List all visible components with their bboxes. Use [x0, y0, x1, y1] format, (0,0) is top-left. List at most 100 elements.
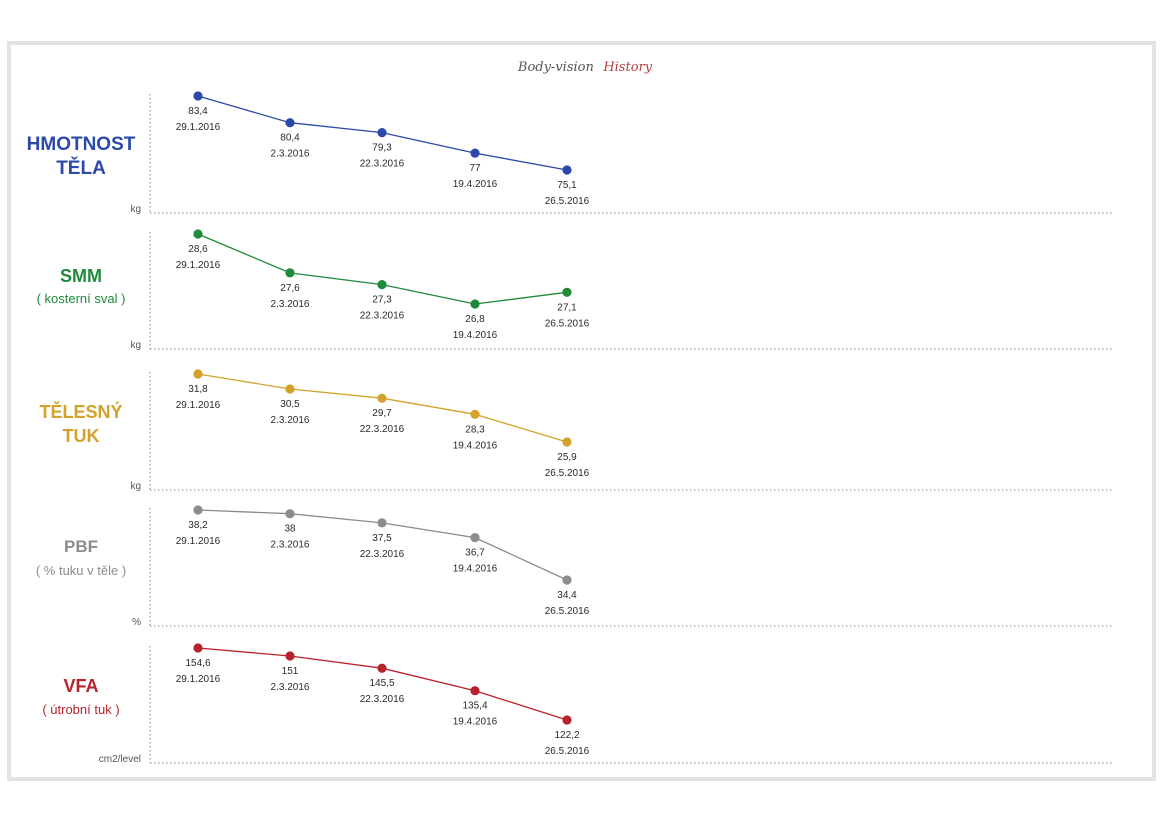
value-label: 77: [469, 163, 481, 174]
panel-smm: kg SMM ( kosterní sval ) 28,6 29.1.2016 27,6 2…: [37, 229, 1113, 351]
value-label: 27,1: [557, 302, 577, 313]
panel-vfa: cm2/level VFA ( útrobní tuk ) 154,6 29.1.201…: [42, 643, 1113, 765]
value-label: 38,2: [188, 520, 208, 531]
data-point: [377, 393, 387, 403]
data-point: [377, 518, 387, 528]
date-label: 2.3.2016: [271, 149, 310, 160]
value-label: 75,1: [557, 180, 577, 191]
unit-label: %: [132, 617, 141, 628]
unit-label: kg: [130, 481, 141, 492]
panel-subtitle: ( kosterní sval ): [37, 291, 126, 306]
value-label: 31,8: [188, 384, 208, 395]
panel-subtitle: ( útrobní tuk ): [42, 702, 119, 717]
date-label: 2.3.2016: [271, 299, 310, 310]
data-point: [562, 575, 572, 585]
date-label: 26.5.2016: [545, 746, 590, 757]
data-point: [193, 229, 203, 239]
data-point: [470, 148, 480, 158]
panel-t-lesn-tuk: kg TĚLESNÝ TUK 31,8 29.1.2016 30,5 2.3.2016 29,…: [39, 369, 1113, 492]
unit-label: kg: [130, 340, 141, 351]
page-title-part1: Body-vision: [517, 60, 594, 75]
value-label: 154,6: [185, 658, 210, 669]
data-point: [562, 715, 572, 725]
panel-title-line: TĚLESNÝ: [39, 401, 122, 422]
data-point: [377, 280, 387, 290]
date-label: 26.5.2016: [545, 468, 590, 479]
date-label: 29.1.2016: [176, 260, 221, 271]
date-label: 22.3.2016: [360, 311, 405, 322]
data-point: [193, 369, 203, 379]
value-label: 26,8: [465, 314, 485, 325]
value-label: 80,4: [280, 133, 300, 144]
data-point: [562, 437, 572, 447]
date-label: 22.3.2016: [360, 549, 405, 560]
data-point: [285, 268, 295, 278]
date-label: 2.3.2016: [271, 415, 310, 426]
value-label: 145,5: [369, 678, 394, 689]
date-label: 29.1.2016: [176, 400, 221, 411]
panel-title-line: SMM: [60, 266, 102, 286]
data-point: [285, 118, 295, 128]
value-label: 122,2: [554, 730, 579, 741]
panel-subtitle: ( % tuku v těle ): [36, 563, 126, 578]
series-line: [197, 233, 568, 305]
data-point: [285, 651, 295, 661]
value-label: 25,9: [557, 452, 577, 463]
data-point: [193, 643, 203, 653]
panel-title-line: HMOTNOST: [27, 134, 136, 155]
panel-title-line: TUK: [63, 426, 100, 446]
date-label: 26.5.2016: [545, 318, 590, 329]
date-label: 22.3.2016: [360, 424, 405, 435]
value-label: 29,7: [372, 408, 392, 419]
date-label: 22.3.2016: [360, 694, 405, 705]
value-label: 151: [282, 666, 299, 677]
data-point: [470, 686, 480, 696]
value-label: 83,4: [188, 106, 208, 117]
data-point: [285, 384, 295, 394]
panel-title-line: PBF: [64, 537, 98, 556]
date-label: 19.4.2016: [453, 440, 498, 451]
value-label: 135,4: [462, 701, 487, 712]
data-point: [470, 299, 480, 309]
data-point: [562, 287, 572, 297]
data-point: [377, 128, 387, 138]
chart-frame: [7, 41, 1156, 781]
page-title: Body-vision History: [517, 58, 653, 75]
data-point: [193, 91, 203, 101]
value-label: 36,7: [465, 548, 485, 559]
value-label: 79,3: [372, 143, 392, 154]
value-label: 38: [284, 524, 296, 535]
unit-label: kg: [130, 204, 141, 215]
value-label: 27,3: [372, 295, 392, 306]
date-label: 29.1.2016: [176, 122, 221, 133]
data-point: [470, 409, 480, 419]
value-label: 34,4: [557, 590, 577, 601]
date-label: 22.3.2016: [360, 159, 405, 170]
date-label: 26.5.2016: [545, 196, 590, 207]
data-point: [562, 165, 572, 175]
value-label: 28,3: [465, 424, 485, 435]
value-label: 27,6: [280, 283, 300, 294]
data-point: [193, 505, 203, 515]
value-label: 28,6: [188, 244, 208, 255]
panel-pbf: % PBF ( % tuku v těle ) 38,2 29.1.2016 38 2.3.…: [36, 505, 1113, 628]
date-label: 19.4.2016: [453, 330, 498, 341]
date-label: 2.3.2016: [271, 682, 310, 693]
data-point: [377, 663, 387, 673]
date-label: 29.1.2016: [176, 536, 221, 547]
page-title-part2: History: [602, 60, 652, 75]
data-point: [470, 533, 480, 543]
value-label: 37,5: [372, 533, 392, 544]
panel-title-line: TĚLA: [56, 157, 106, 179]
data-point: [285, 509, 295, 519]
date-label: 26.5.2016: [545, 606, 590, 617]
unit-label: cm2/level: [99, 754, 141, 765]
value-label: 30,5: [280, 399, 300, 410]
date-label: 2.3.2016: [271, 540, 310, 551]
panel-title-line: VFA: [63, 676, 98, 696]
date-label: 19.4.2016: [453, 717, 498, 728]
date-label: 29.1.2016: [176, 674, 221, 685]
date-label: 19.4.2016: [453, 179, 498, 190]
